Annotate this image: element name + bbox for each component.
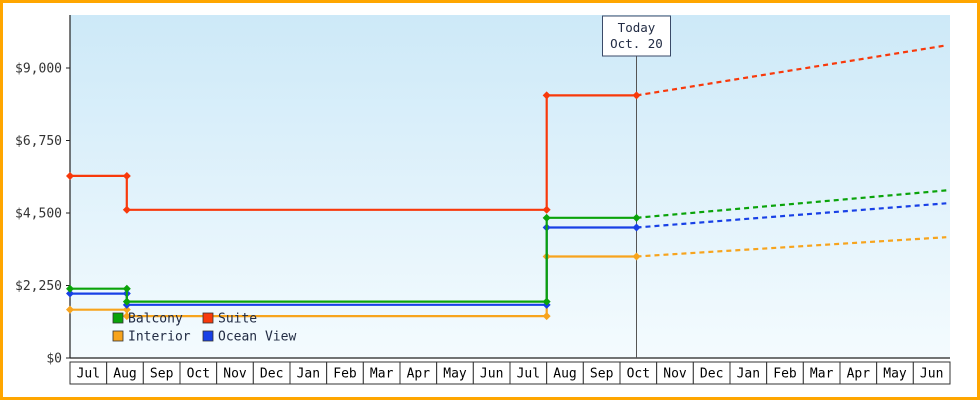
legend-swatch-interior: [112, 330, 124, 342]
series-line-interior: [70, 255, 637, 318]
y-tick-label: $0: [46, 352, 62, 367]
data-point-marker-interior: [122, 305, 131, 314]
x-axis-month-label: Jan: [737, 367, 760, 382]
today-label-line1: Today: [618, 20, 656, 35]
data-point-marker-balcony: [122, 297, 131, 306]
x-axis-month-label: Apr: [407, 367, 431, 382]
x-axis-month-label: Oct: [627, 367, 650, 382]
legend-label-suite: Suite: [218, 312, 257, 327]
x-axis-month-label: Jul: [517, 367, 540, 382]
x-axis-month-label: Jul: [77, 367, 100, 382]
data-point-marker-suite: [122, 205, 131, 214]
data-point-marker-suite: [66, 171, 74, 180]
x-axis-month-label: May: [443, 367, 467, 382]
series-projection-ocean-view: [636, 202, 947, 229]
data-point-marker-interior: [122, 312, 131, 321]
today-box: [602, 15, 671, 57]
data-point-marker-balcony: [122, 284, 131, 293]
data-point-marker-balcony: [632, 213, 641, 222]
x-axis-month-label: Aug: [113, 367, 136, 382]
y-tick-label: $6,750: [15, 134, 62, 149]
x-axis-month-label: Mar: [370, 367, 394, 382]
x-axis-month-label: Apr: [847, 367, 871, 382]
data-point-marker-suite: [542, 91, 551, 100]
data-point-marker-suite: [122, 171, 131, 180]
series-line-suite: [70, 94, 637, 211]
x-axis-month-label: Sep: [150, 367, 174, 382]
data-point-marker-interior: [542, 312, 551, 321]
data-point-marker-balcony: [542, 297, 551, 306]
x-axis-month-label: Aug: [553, 367, 576, 382]
legend-label-interior: Interior: [128, 330, 191, 345]
x-axis-month-label: Jun: [920, 367, 943, 382]
series-projection-interior: [636, 236, 947, 258]
x-axis-month-label: Feb: [333, 367, 357, 382]
x-axis-month-cell: [912, 361, 951, 385]
data-point-marker-interior: [632, 252, 641, 261]
data-point-marker-ocean-view: [632, 223, 641, 232]
x-axis-month-label: Nov: [223, 367, 247, 382]
y-tick-label: $4,500: [15, 207, 62, 222]
series-projection-balcony: [636, 189, 947, 219]
legend-label-balcony: Balcony: [128, 312, 183, 327]
data-point-marker-balcony: [66, 284, 74, 293]
x-axis-month-label: Sep: [590, 367, 614, 382]
legend-swatch-suite: [202, 312, 214, 324]
y-tick-label: $2,250: [15, 279, 62, 294]
data-point-marker-ocean-view: [66, 289, 74, 298]
series-line-ocean-view: [70, 226, 637, 306]
x-axis-month-label: Feb: [773, 367, 797, 382]
data-point-marker-suite: [542, 205, 551, 214]
legend-label-ocean-view: Ocean View: [218, 330, 296, 345]
x-axis-month-label: Nov: [663, 367, 687, 382]
data-point-marker-suite: [632, 91, 641, 100]
legend-swatch-ocean-view: [202, 330, 214, 342]
x-axis-month-label: May: [883, 367, 907, 382]
x-axis-month-label: Jun: [480, 367, 503, 382]
y-tick-label: $9,000: [15, 62, 62, 77]
series-line-balcony: [70, 216, 637, 303]
data-point-marker-interior: [66, 305, 74, 314]
x-axis-month-label: Jan: [297, 367, 320, 382]
x-axis-month-label: Oct: [187, 367, 210, 382]
data-point-marker-balcony: [542, 213, 551, 222]
legend-swatch-balcony: [112, 312, 124, 324]
series-projection-suite: [636, 44, 947, 97]
x-axis-month-label: Dec: [260, 367, 283, 382]
x-axis-month-label: Dec: [700, 367, 723, 382]
x-axis-month-label: Mar: [810, 367, 834, 382]
today-label-line2: Oct. 20: [610, 36, 663, 51]
